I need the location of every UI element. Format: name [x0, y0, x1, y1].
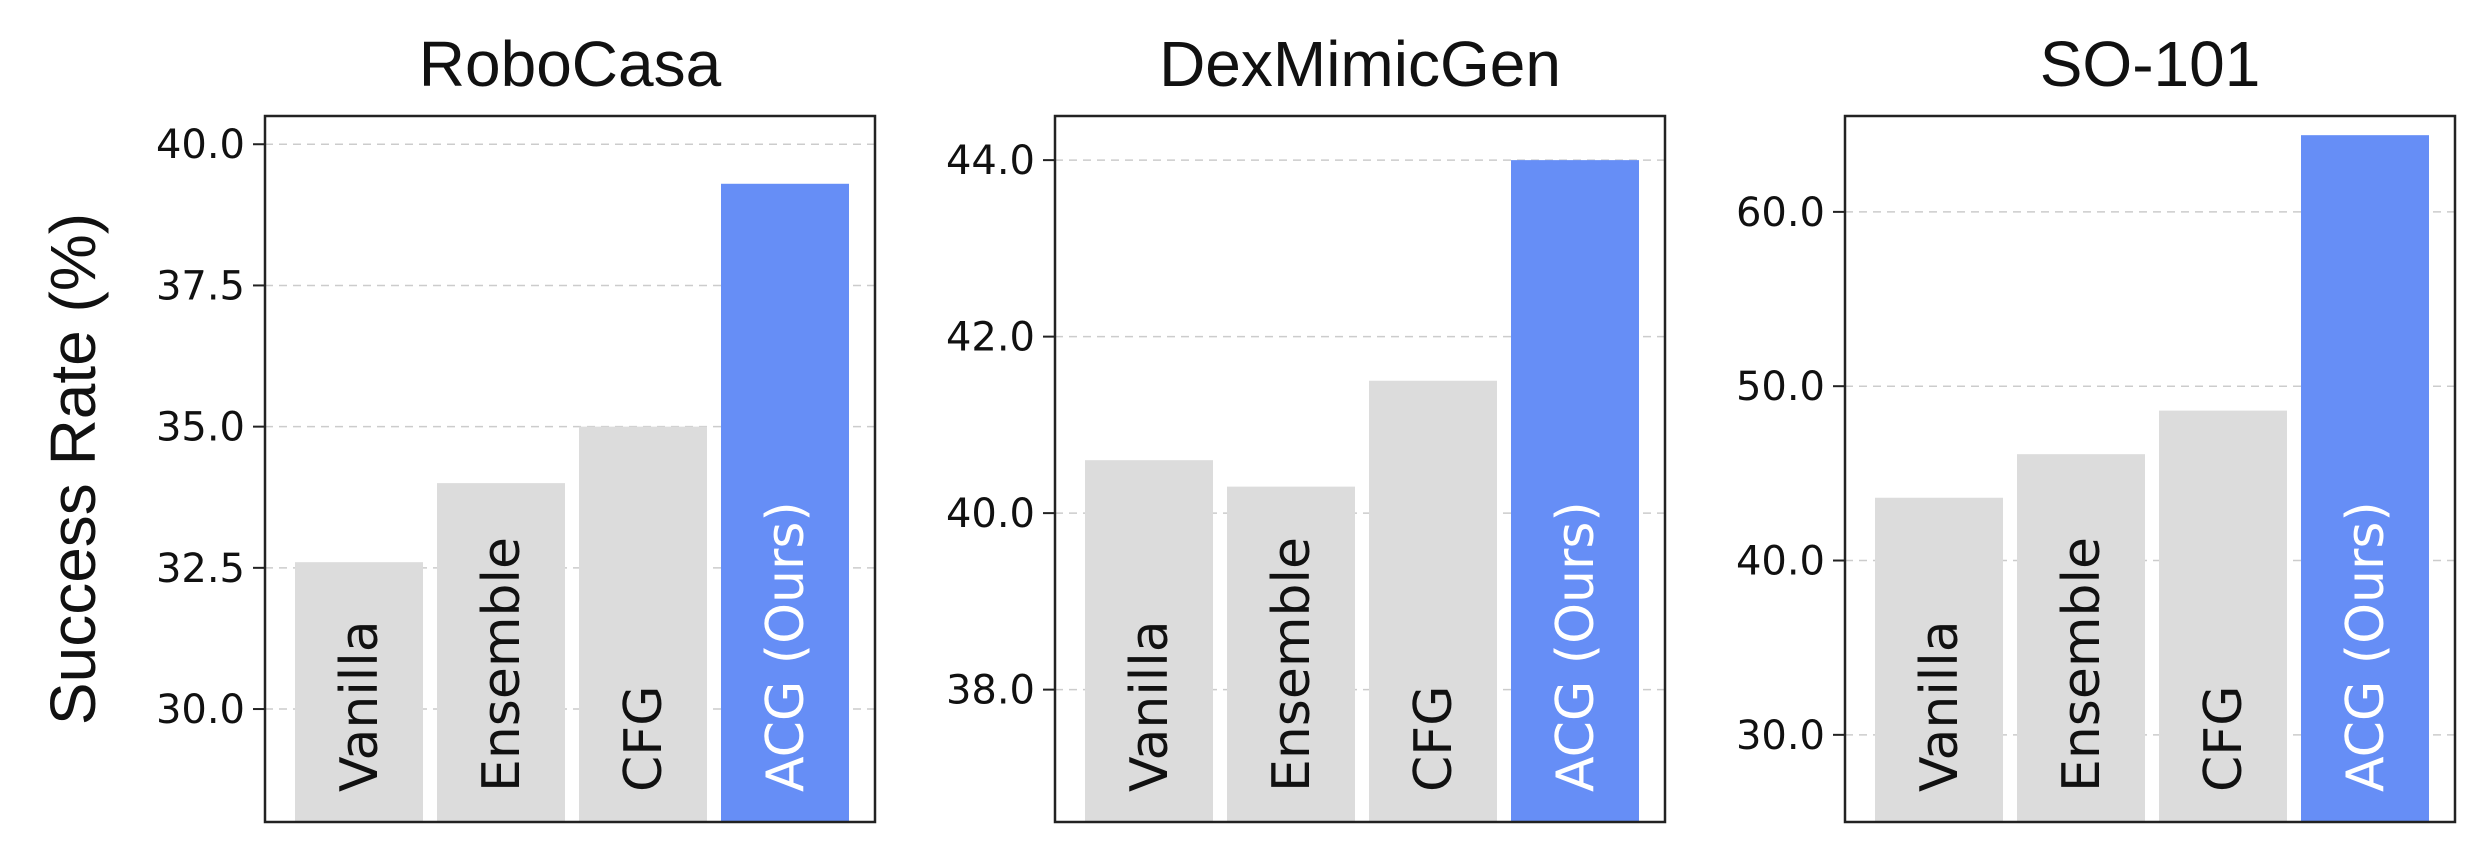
plot-frame	[263, 114, 877, 824]
bar-vanilla	[295, 562, 423, 822]
y-tick-label: 30.0	[1736, 713, 1825, 759]
panel-3: 30.0 40.0 50.0 60.0 Vanilla Ensemble CFG ACG (O…	[1736, 28, 2457, 824]
panel-title: SO-101	[2040, 28, 2261, 100]
bar-label: ACG (Ours)	[2336, 501, 2396, 792]
y-tick-label: 50.0	[1736, 364, 1825, 410]
bar-label: Vanilla	[1120, 620, 1180, 792]
bar-cfg	[1369, 380, 1497, 822]
y-tick-label: 40.0	[156, 122, 245, 168]
bar-label: Ensemble	[2052, 537, 2112, 792]
bar-label: CFG	[614, 685, 674, 792]
bar-label: Ensemble	[1262, 537, 1322, 792]
plot-frame	[1843, 114, 2457, 824]
bar-label: Ensemble	[472, 537, 532, 792]
bar-cfg	[579, 426, 707, 822]
bar-cfg	[2159, 410, 2287, 822]
y-tick-label: 60.0	[1736, 190, 1825, 236]
bar-label: CFG	[1404, 685, 1464, 792]
panel-2: 38.0 40.0 42.0 44.0 Vanilla Ensemble CFG ACG (O…	[946, 28, 1667, 824]
panel-title: DexMimicGen	[1159, 28, 1561, 100]
panel-1: 30.0 32.5 35.0 37.5 40.0 Vanilla Ensemble CFG AC…	[156, 28, 877, 824]
bar-label: Vanilla	[1910, 620, 1970, 792]
bar-acg-ours	[2301, 135, 2429, 823]
bar-ensemble	[437, 483, 565, 822]
bar-acg-ours	[1511, 160, 1639, 822]
plot-frame	[1053, 114, 1667, 824]
bar-ensemble	[2017, 454, 2145, 822]
y-tick-label: 30.0	[156, 687, 245, 733]
y-tick-label: 32.5	[156, 546, 245, 592]
bar-vanilla	[1875, 497, 2003, 822]
y-tick-label: 40.0	[946, 491, 1035, 537]
bar-acg-ours	[721, 183, 849, 822]
bar-label: ACG (Ours)	[756, 501, 816, 792]
panel-title: RoboCasa	[419, 28, 722, 100]
bar-vanilla	[1085, 460, 1213, 822]
bar-label: CFG	[2194, 685, 2254, 792]
y-tick-label: 40.0	[1736, 539, 1825, 585]
y-tick-label: 44.0	[946, 138, 1035, 184]
y-axis-label: Success Rate (%)	[37, 213, 109, 725]
y-tick-label: 38.0	[946, 668, 1035, 714]
bar-ensemble	[1227, 486, 1355, 822]
bar-label: Vanilla	[330, 620, 390, 792]
y-tick-label: 37.5	[156, 263, 245, 309]
y-tick-label: 35.0	[156, 405, 245, 451]
y-tick-label: 42.0	[946, 315, 1035, 361]
bar-label: ACG (Ours)	[1546, 501, 1606, 792]
